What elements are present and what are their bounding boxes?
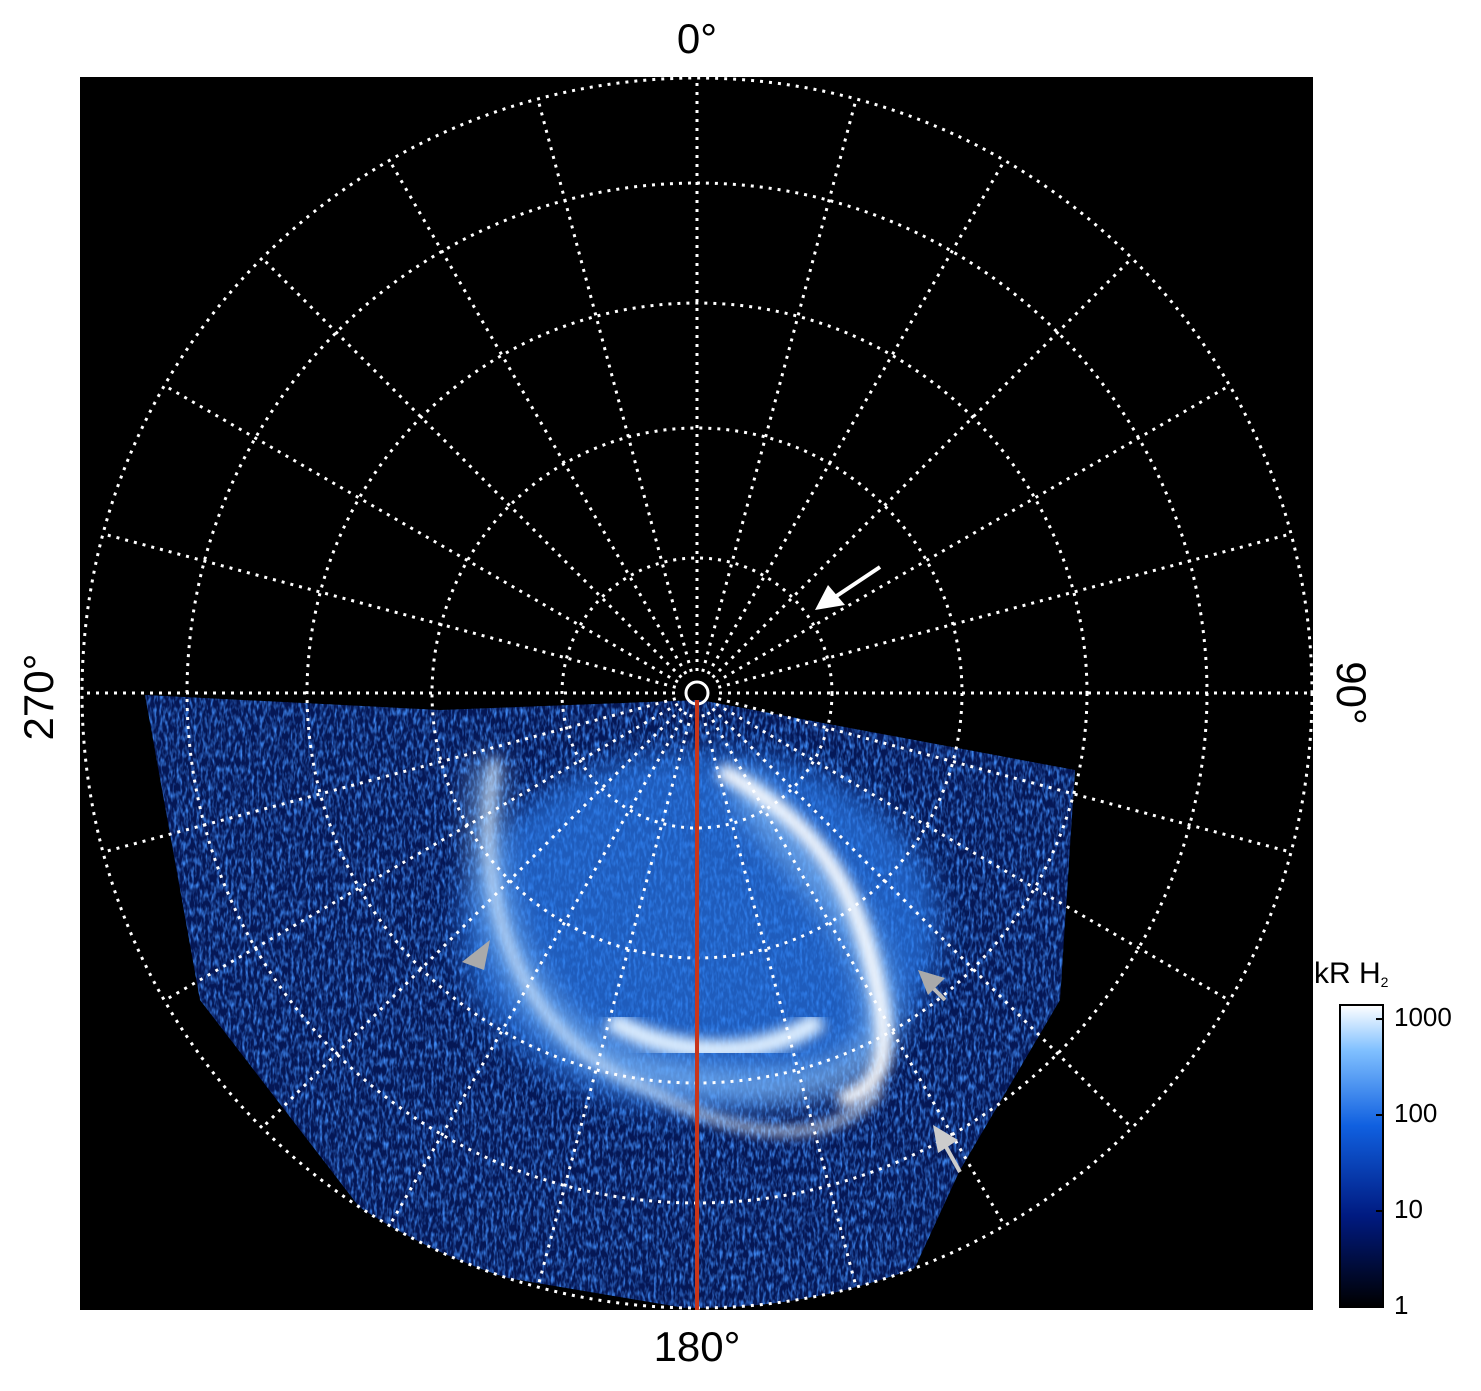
- aurora-image: [145, 695, 1075, 1308]
- angle-label: 90°: [1328, 661, 1375, 725]
- angle-label: 180°: [654, 1323, 741, 1370]
- colorbar-label-main: kR H: [1314, 957, 1381, 990]
- colorbar-label-sub: 2: [1381, 974, 1389, 990]
- angle-label: 270°: [15, 654, 62, 741]
- grid-circle: [560, 556, 834, 830]
- colorbar-tick-label: 1: [1394, 1290, 1408, 1320]
- colorbar: [1339, 1004, 1384, 1308]
- colorbar-label: kR H2: [1314, 957, 1389, 990]
- arrows: [462, 565, 962, 1173]
- colorbar-tick-label: 1000: [1394, 1002, 1452, 1032]
- colorbar-tick-label: 100: [1394, 1098, 1437, 1128]
- angle-label: 0°: [677, 15, 717, 62]
- colorbar-tick-label: 10: [1394, 1194, 1423, 1224]
